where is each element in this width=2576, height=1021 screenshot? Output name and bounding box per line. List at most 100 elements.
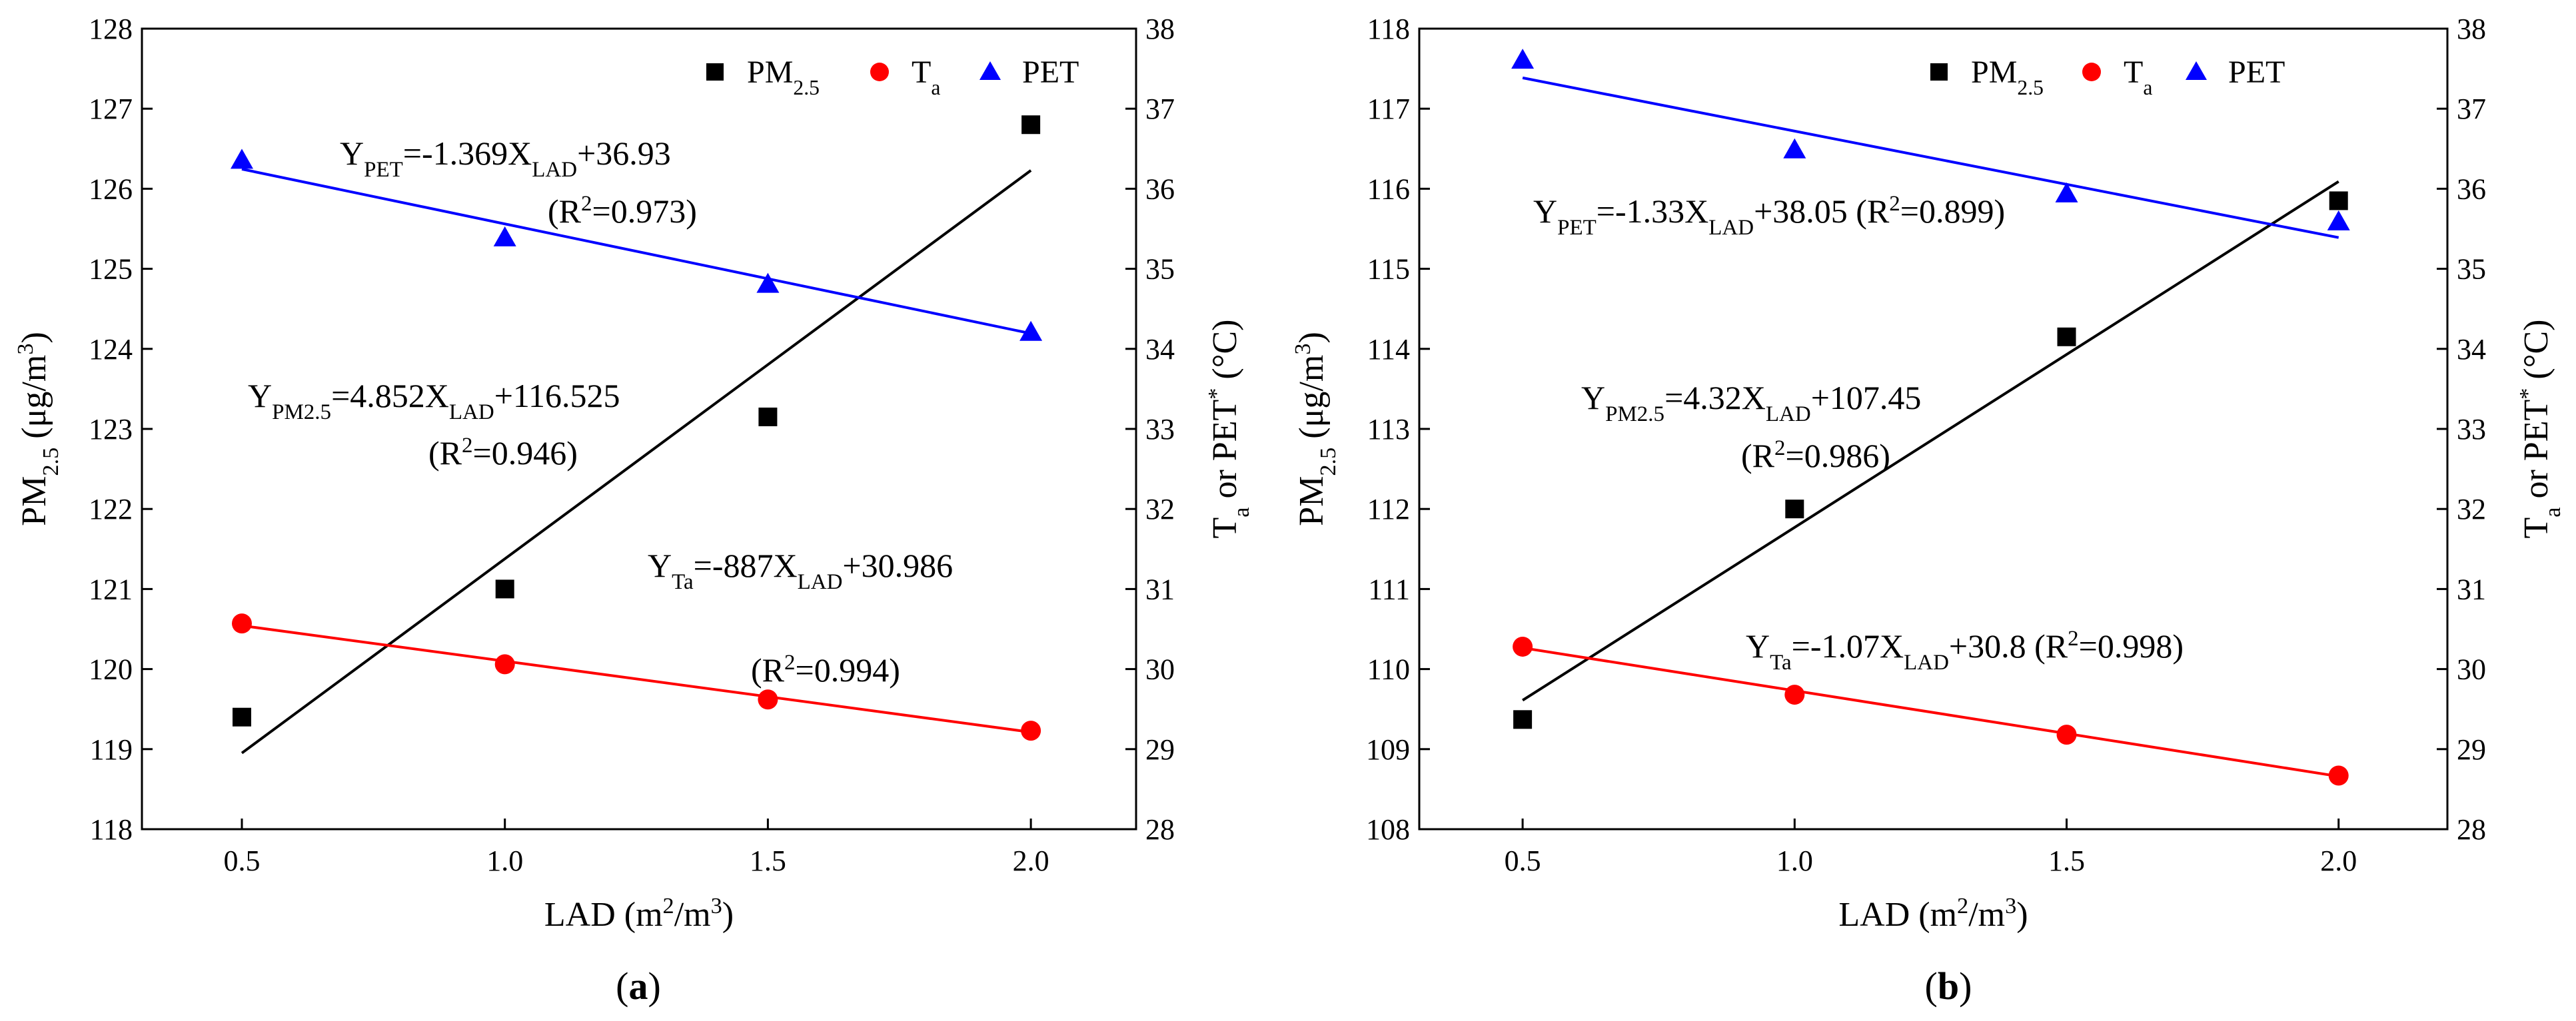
y-left-tick-label: 114	[1367, 333, 1410, 366]
point-pm25	[1513, 710, 1533, 729]
y-left-axis-label: PM2.5 (μg/m3)	[13, 332, 63, 526]
chart-panel-a: 0.5 1.0 1.5 2.0 118 119 120 121 122 123 124 125 126 1…	[13, 13, 1254, 1008]
point-pet	[2327, 210, 2350, 230]
y-right-tick-label: 37	[2457, 93, 2486, 125]
y-left-tick-label: 110	[1367, 653, 1410, 686]
y-right-tick-label: 35	[1145, 253, 1175, 286]
legend-marker-pet	[2186, 61, 2207, 80]
y-right-axis-label: Ta or PET* (°C)	[2515, 319, 2565, 538]
y-left-tick-label: 113	[1367, 413, 1410, 446]
plot-frame	[1418, 27, 2449, 831]
point-pet	[230, 149, 253, 169]
y-left-tick-label: 128	[89, 13, 133, 45]
x-tick-label: 1.5	[750, 845, 786, 877]
point-pet	[1783, 138, 1806, 159]
y-left-tick-label: 118	[1367, 13, 1410, 45]
y-left-tick-label: 118	[90, 813, 133, 846]
fit-line-ta	[241, 624, 1031, 734]
fit-line-pet	[1522, 76, 2339, 239]
legend-marker-ta	[2082, 63, 2101, 81]
point-pet	[1019, 320, 1043, 341]
legend-label: PET	[1022, 55, 1079, 90]
y-left-tick-label: 112	[1367, 493, 1410, 525]
y-right-tick-label: 37	[1145, 93, 1175, 125]
y-right-tick-label: 32	[2457, 493, 2486, 525]
y-left-tick-label: 125	[89, 253, 133, 286]
y-right-tick-label: 36	[1145, 172, 1175, 205]
point-ta	[1784, 685, 1805, 705]
y-left-tick-label: 122	[89, 493, 133, 525]
y-left-tick-label: 123	[89, 413, 133, 446]
y-right-tick-label: 32	[1145, 493, 1175, 525]
legend-marker-ta	[870, 63, 889, 81]
annotation-pm-equation: YPM2.5=4.32XLAD+107.45	[1581, 379, 1921, 426]
y-right-tick-label: 35	[2457, 253, 2486, 286]
annotation-pm-r2: (R2=0.946)	[428, 434, 578, 472]
y-right-tick-label: 34	[1145, 333, 1175, 366]
y-left-tick-label: 124	[89, 333, 133, 366]
legend-label: PM2.5	[747, 55, 820, 99]
x-tick-label: 0.5	[223, 845, 260, 877]
fit-line-ta	[1522, 646, 2339, 778]
annotation-pm-equation: YPM2.5=4.852XLAD+116.525	[248, 377, 620, 424]
y-left-tick-label: 109	[1366, 733, 1410, 766]
x-tick-label: 1.0	[1776, 845, 1813, 877]
annotation-pet-equation: YPET=-1.33XLAD+38.05 (R2=0.899)	[1533, 192, 2005, 240]
y-right-tick-label: 28	[2457, 813, 2486, 846]
y-left-tick-label: 120	[89, 653, 133, 686]
legend-label: PM2.5	[1971, 55, 2044, 99]
panel-caption: (a)	[616, 964, 661, 1008]
annotation-ta-equation: YTa=-887XLAD+30.986	[648, 547, 953, 594]
point-pm25	[758, 407, 778, 426]
y-left-tick-label: 127	[89, 93, 133, 125]
fit-line-pm25	[241, 169, 1032, 755]
y-right-tick-label: 33	[2457, 413, 2486, 446]
y-right-axis-label: Ta or PET* (°C)	[1203, 319, 1254, 538]
point-pm25	[495, 579, 514, 599]
point-pet	[1511, 49, 1535, 69]
y-right-tick-label: 36	[2457, 172, 2486, 205]
x-axis-label: LAD (m2/m3)	[544, 893, 734, 934]
point-pm25	[232, 707, 251, 727]
y-right-tick-label: 29	[1145, 733, 1175, 766]
y-right-tick-label: 31	[2457, 573, 2486, 605]
point-ta	[1021, 721, 1041, 741]
y-right-tick-label: 28	[1145, 813, 1175, 846]
point-pm25	[2329, 191, 2348, 210]
point-pet	[756, 272, 780, 293]
y-left-tick-label: 115	[1367, 253, 1410, 286]
annotation-pet-r2: (R2=0.973)	[548, 192, 697, 230]
y-left-tick-label: 108	[1366, 813, 1410, 846]
legend-label: PET	[2228, 55, 2285, 90]
point-ta	[494, 654, 515, 675]
y-right-tick-label: 33	[1145, 413, 1175, 446]
point-ta	[1513, 636, 1533, 657]
legend-marker-pet	[979, 61, 1001, 80]
y-left-axis-label: PM2.5 (μg/m3)	[1290, 332, 1341, 526]
panel-caption: (b)	[1925, 964, 1972, 1008]
y-left-tick-label: 117	[1367, 93, 1410, 125]
y-right-tick-label: 30	[2457, 653, 2486, 686]
point-pm25	[1021, 115, 1041, 135]
x-tick-label: 2.0	[1013, 845, 1049, 877]
point-pet	[493, 226, 516, 246]
y-left-tick-label: 126	[89, 172, 133, 205]
y-right-tick-label: 30	[1145, 653, 1175, 686]
y-right-tick-label: 38	[2457, 13, 2486, 45]
annotation-ta-equation: YTa=-1.07XLAD+30.8 (R2=0.998)	[1746, 627, 2184, 675]
y-left-tick-label: 119	[90, 733, 133, 766]
x-tick-label: 2.0	[2320, 845, 2357, 877]
point-ta	[2328, 765, 2349, 786]
legend-marker-pm25	[706, 63, 724, 81]
point-ta	[2056, 725, 2077, 745]
legend-marker-pm25	[1930, 63, 1948, 81]
x-axis-label: LAD (m2/m3)	[1838, 893, 2028, 934]
y-right-tick-label: 29	[2457, 733, 2486, 766]
legend-label: Ta	[2124, 55, 2152, 99]
y-right-tick-label: 38	[1145, 13, 1175, 45]
annotation-pm-r2: (R2=0.986)	[1741, 436, 1890, 474]
annotation-ta-r2: (R2=0.994)	[751, 651, 900, 689]
fit-line-pet	[241, 167, 1031, 335]
point-pm25	[1785, 500, 1804, 519]
